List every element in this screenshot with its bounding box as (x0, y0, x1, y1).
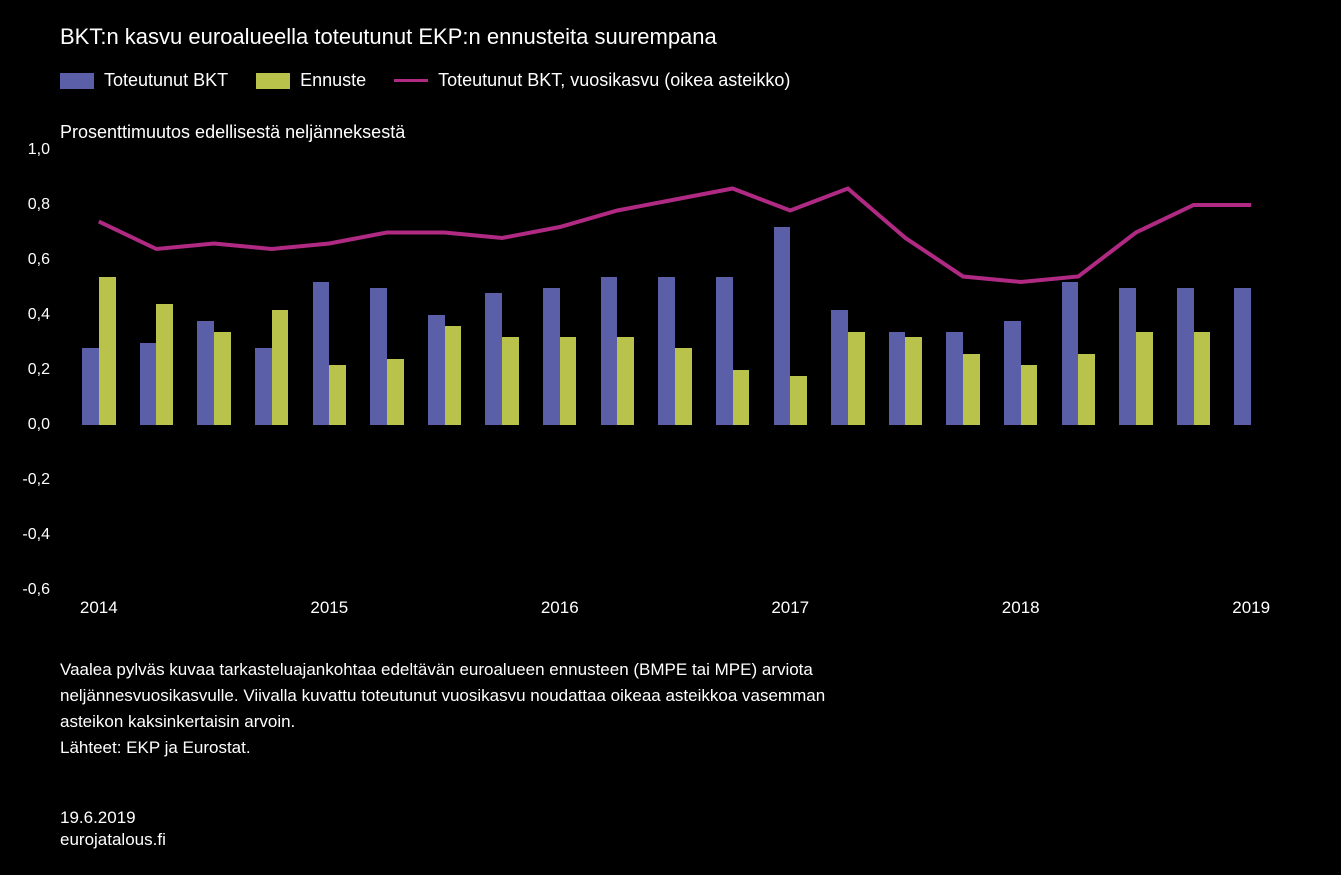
legend-swatch-line (394, 79, 428, 82)
y-tick-label: 0,0 (0, 416, 50, 434)
legend-swatch-bar-2 (256, 73, 290, 89)
chart-note-line: neljännesvuosikasvulle. Viivalla kuvattu… (60, 686, 825, 706)
y-tick-label: -0,6 (0, 581, 50, 599)
chart-root: BKT:n kasvu euroalueella toteutunut EKP:… (0, 0, 1341, 875)
line-layer (70, 150, 1280, 590)
y-tick-label: -0,4 (0, 526, 50, 544)
chart-note-line: Lähteet: EKP ja Eurostat. (60, 738, 251, 758)
x-tick-label: 2018 (981, 598, 1061, 618)
y-tick-label: 0,4 (0, 306, 50, 324)
y-tick-label: 0,8 (0, 196, 50, 214)
legend-item-line: Toteutunut BKT, vuosikasvu (oikea asteik… (394, 70, 790, 91)
legend-item-toteutunut: Toteutunut BKT (60, 70, 228, 91)
footer-date: 19.6.2019 (60, 808, 136, 828)
x-tick-label: 2015 (289, 598, 369, 618)
legend-label: Ennuste (300, 70, 366, 91)
legend: Toteutunut BKT Ennuste Toteutunut BKT, v… (60, 70, 790, 91)
chart-note-line: Vaalea pylväs kuvaa tarkasteluajankohtaa… (60, 660, 813, 680)
x-tick-label: 2017 (750, 598, 830, 618)
plot-area (70, 150, 1280, 590)
chart-title: BKT:n kasvu euroalueella toteutunut EKP:… (60, 24, 717, 50)
x-tick-label: 2016 (520, 598, 600, 618)
y-tick-label: -0,2 (0, 471, 50, 489)
legend-label: Toteutunut BKT, vuosikasvu (oikea asteik… (438, 70, 790, 91)
y-tick-label: 1,0 (0, 141, 50, 159)
legend-label: Toteutunut BKT (104, 70, 228, 91)
growth-line (99, 189, 1251, 283)
chart-note-line: asteikon kaksinkertaisin arvoin. (60, 712, 295, 732)
x-tick-label: 2019 (1211, 598, 1291, 618)
y-tick-label: 0,6 (0, 251, 50, 269)
legend-swatch-bar-1 (60, 73, 94, 89)
y-axis-label: Prosenttimuutos edellisestä neljännekses… (60, 122, 405, 143)
x-tick-label: 2014 (59, 598, 139, 618)
legend-item-ennuste: Ennuste (256, 70, 366, 91)
y-tick-label: 0,2 (0, 361, 50, 379)
footer-source: eurojatalous.fi (60, 830, 166, 850)
